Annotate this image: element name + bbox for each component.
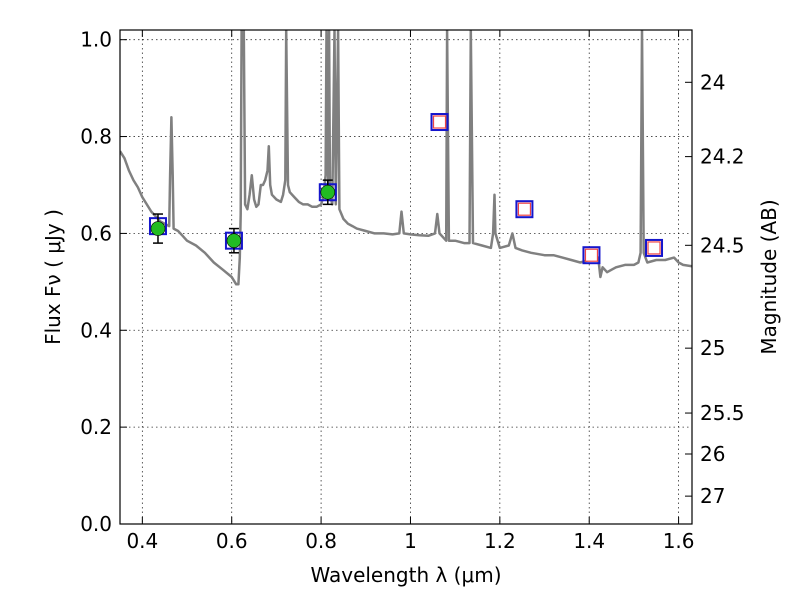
model-spectrum-line <box>120 30 692 286</box>
observed-point <box>226 233 242 248</box>
x-tick-label: 0.6 <box>216 529 248 553</box>
y2-tick-label: 25.5 <box>700 401 745 425</box>
predicted-point <box>584 248 599 262</box>
x-tick-label: 1.6 <box>663 529 695 553</box>
predicted-point <box>432 115 447 129</box>
y2-tick-label: 26 <box>700 442 725 466</box>
y2-tick-label: 25 <box>700 336 725 360</box>
x-axis: 0.4 0.6 0.8 1 1.2 1.4 1.6 <box>126 30 695 553</box>
y-tick-label: 1.0 <box>80 28 112 52</box>
y-tick-label: 0.8 <box>80 125 112 149</box>
y-tick-label: 0.4 <box>80 318 112 342</box>
grid <box>120 30 692 525</box>
y-tick-label: 0.6 <box>80 221 112 245</box>
y2-tick-label: 24.2 <box>700 145 745 169</box>
y2-axis: 24 24.2 24.5 25 25.5 26 27 <box>685 70 745 508</box>
predicted-point <box>647 241 661 255</box>
y-axis-label: Flux Fν ( μJy ) <box>41 209 65 345</box>
y-axis: 0.0 0.2 0.4 0.6 0.8 1.0 <box>80 28 127 536</box>
observed-points <box>150 179 336 254</box>
x-tick-label: 1 <box>404 529 417 553</box>
y2-axis-label: Magnitude (AB) <box>757 199 781 354</box>
model-box <box>430 113 449 132</box>
model-box <box>515 200 534 219</box>
plot-area <box>120 30 692 286</box>
x-tick-label: 0.4 <box>126 529 158 553</box>
y2-tick-label: 27 <box>700 484 725 508</box>
y-tick-label: 0.0 <box>80 512 112 536</box>
predicted-points <box>432 115 661 262</box>
x-tick-label: 1.2 <box>484 529 516 553</box>
x-tick-label: 0.8 <box>305 529 337 553</box>
y2-tick-label: 24 <box>700 70 725 94</box>
y2-tick-label: 24.5 <box>700 233 745 257</box>
observed-point <box>150 221 166 236</box>
y-tick-label: 0.2 <box>80 415 112 439</box>
x-tick-label: 1.4 <box>573 529 605 553</box>
x-axis-label: Wavelength λ (μm) <box>310 563 501 587</box>
model-box <box>582 246 601 265</box>
model-box <box>645 238 664 257</box>
observed-point <box>320 184 336 200</box>
predicted-point <box>517 202 532 216</box>
plot-frame <box>119 29 693 525</box>
